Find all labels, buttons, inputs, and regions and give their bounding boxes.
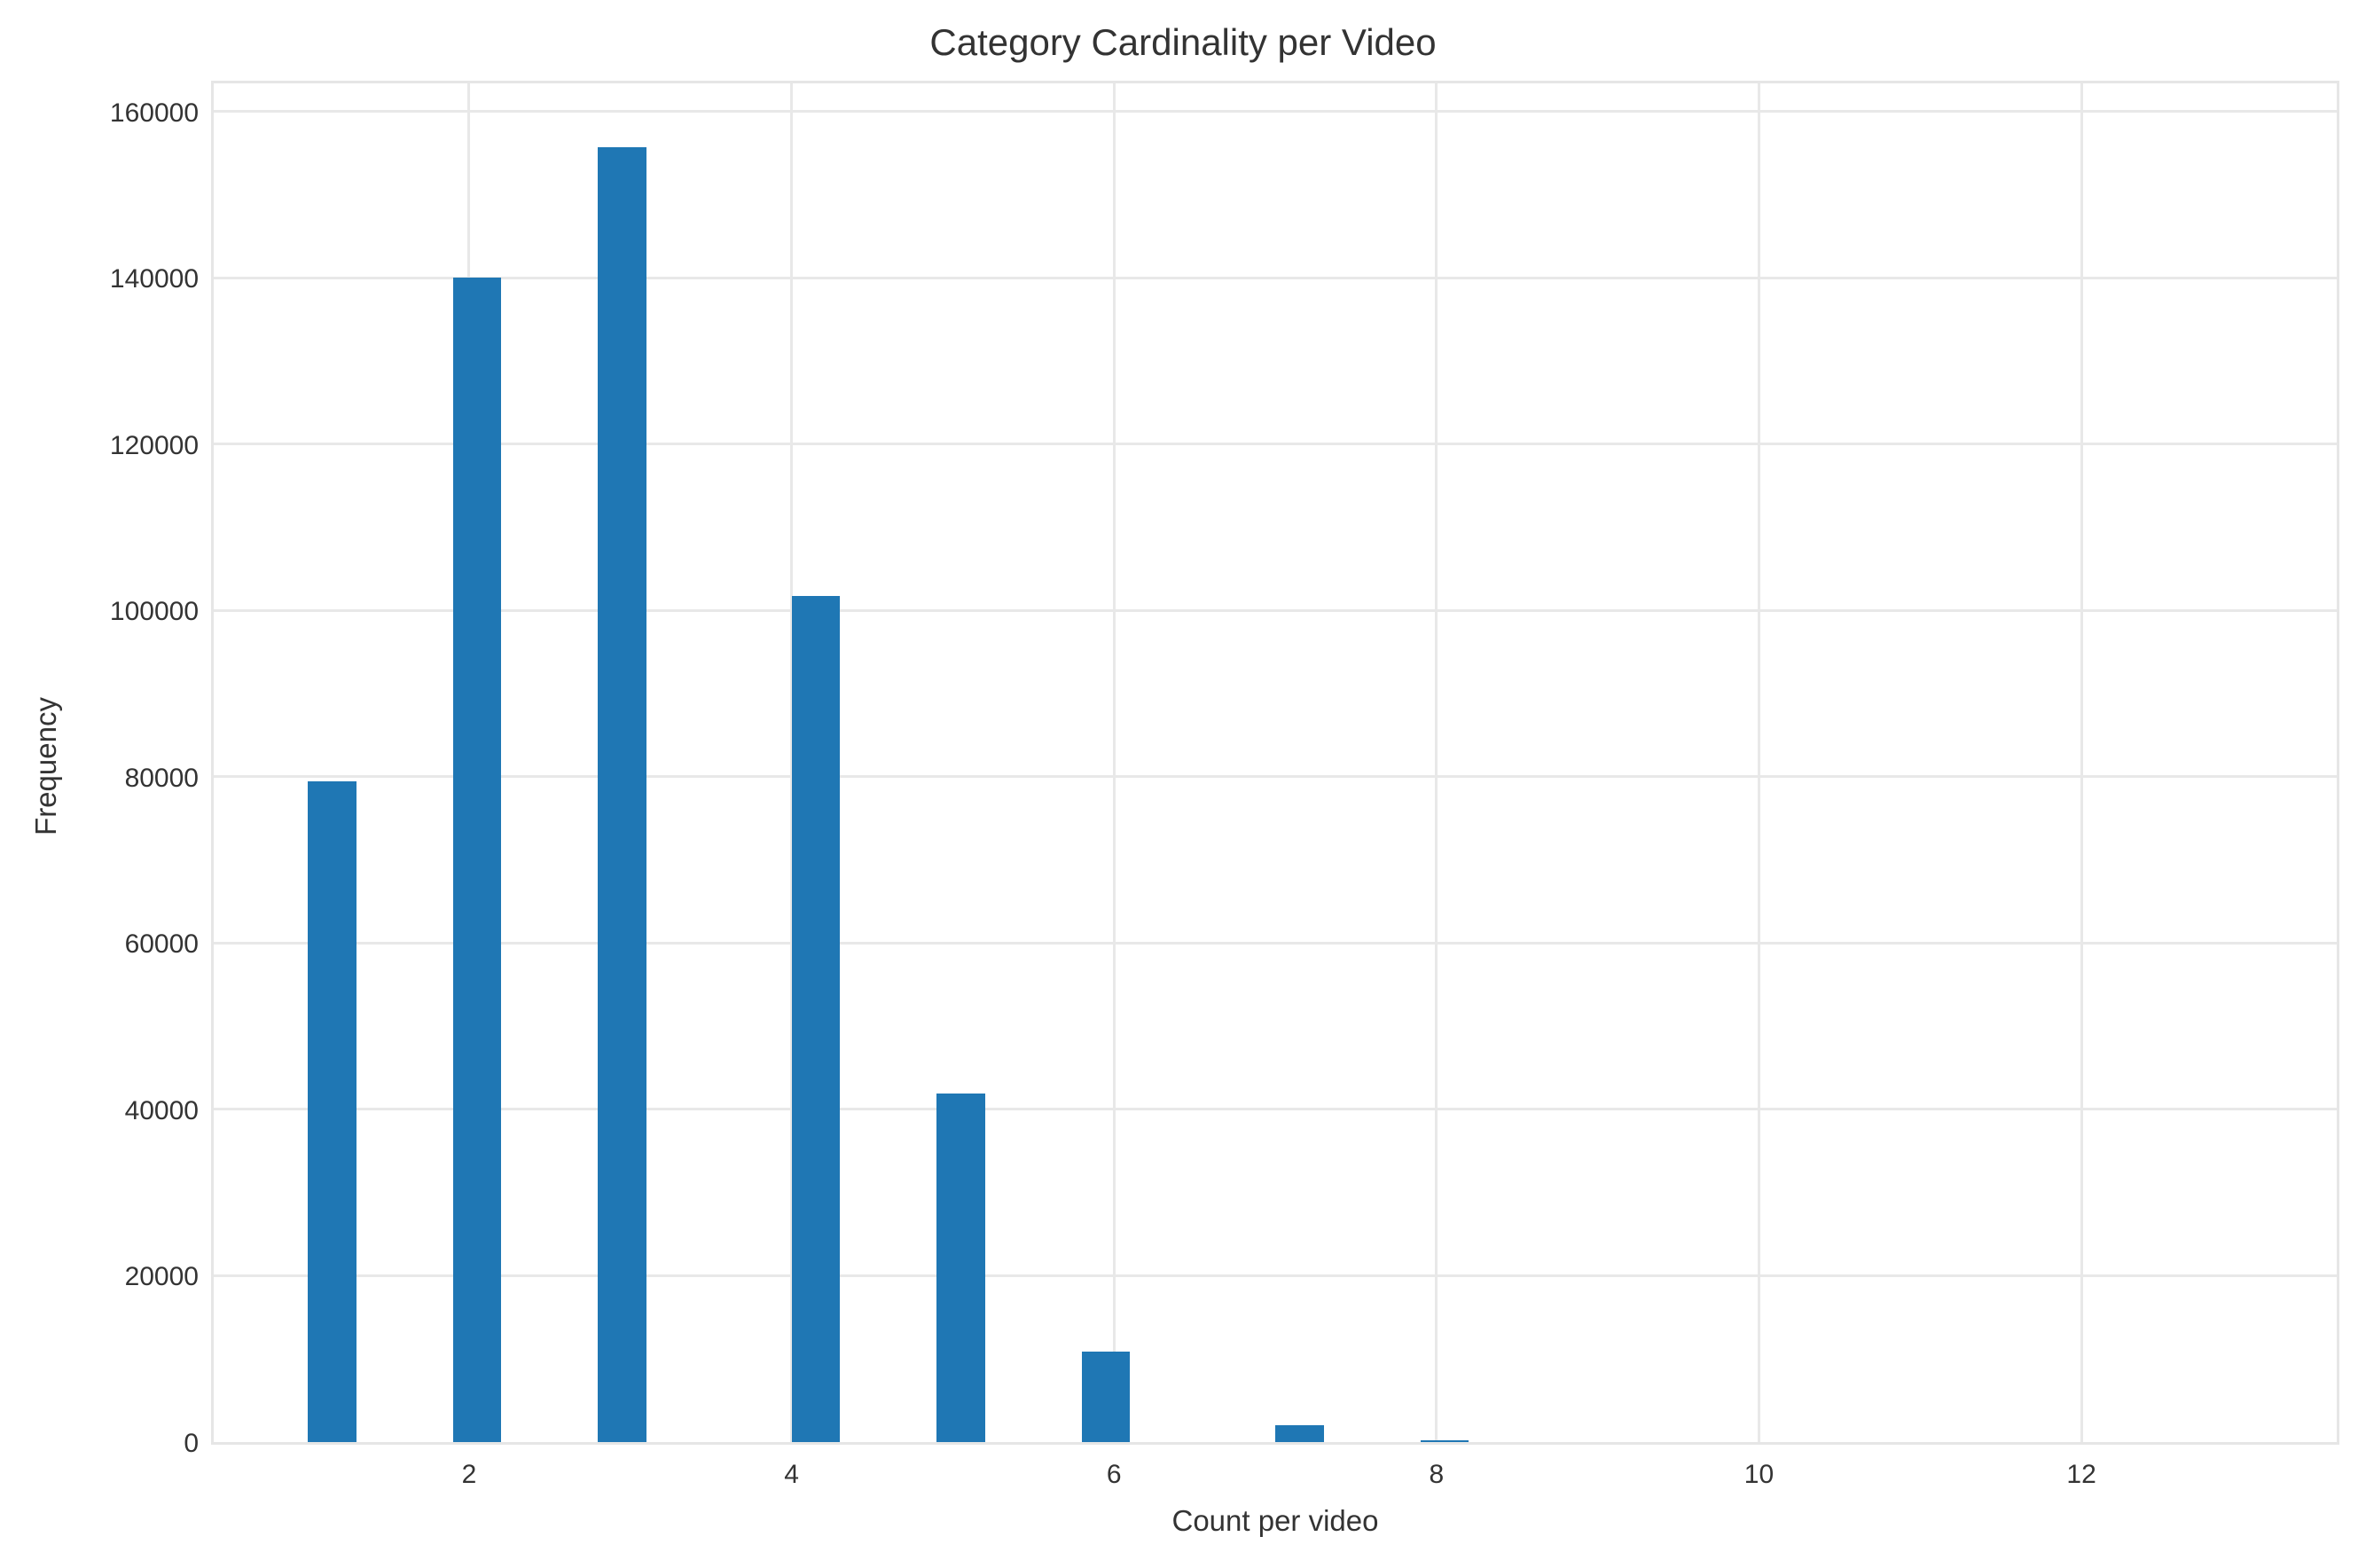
y-gridline <box>214 1274 2337 1277</box>
x-gridline <box>1435 83 1438 1442</box>
y-gridline <box>214 608 2337 612</box>
histogram-bar <box>598 147 646 1442</box>
x-gridline <box>2080 83 2083 1442</box>
plot-area <box>211 81 2339 1445</box>
x-tick-label: 8 <box>1429 1460 1445 1489</box>
y-tick-label: 80000 <box>124 763 199 793</box>
y-gridline <box>214 941 2337 945</box>
y-gridline <box>214 110 2337 114</box>
x-tick-label: 10 <box>1743 1460 1774 1489</box>
x-tick-label: 6 <box>1106 1460 1122 1489</box>
y-tick-label: 140000 <box>109 264 199 294</box>
x-axis-label: Count per video <box>1171 1504 1379 1537</box>
histogram-bar <box>1081 1351 1131 1442</box>
y-tick-label: 100000 <box>109 597 199 627</box>
x-tick-label: 4 <box>784 1460 799 1489</box>
histogram-bar <box>936 1094 985 1442</box>
y-gridline <box>214 443 2337 446</box>
y-tick-label: 60000 <box>124 929 199 960</box>
histogram-bar <box>1275 1424 1324 1442</box>
y-tick-label: 160000 <box>109 98 199 128</box>
y-tick-label: 0 <box>184 1429 199 1458</box>
histogram-bar <box>1420 1440 1469 1442</box>
y-gridline <box>214 276 2337 279</box>
histogram-bar <box>791 596 841 1442</box>
y-gridline <box>214 775 2337 779</box>
x-gridline <box>1112 83 1116 1442</box>
x-tick-label: 2 <box>461 1460 477 1489</box>
histogram-bar <box>308 780 356 1442</box>
y-tick-label: 120000 <box>109 430 199 460</box>
y-tick-label: 20000 <box>124 1262 199 1292</box>
x-gridline <box>1757 83 1760 1442</box>
histogram-bar <box>452 278 502 1442</box>
x-tick-label: 12 <box>2066 1460 2096 1489</box>
y-gridline <box>214 1108 2337 1111</box>
y-tick-label: 40000 <box>124 1095 199 1125</box>
chart-title: Category Cardinality per Video <box>929 21 1437 63</box>
